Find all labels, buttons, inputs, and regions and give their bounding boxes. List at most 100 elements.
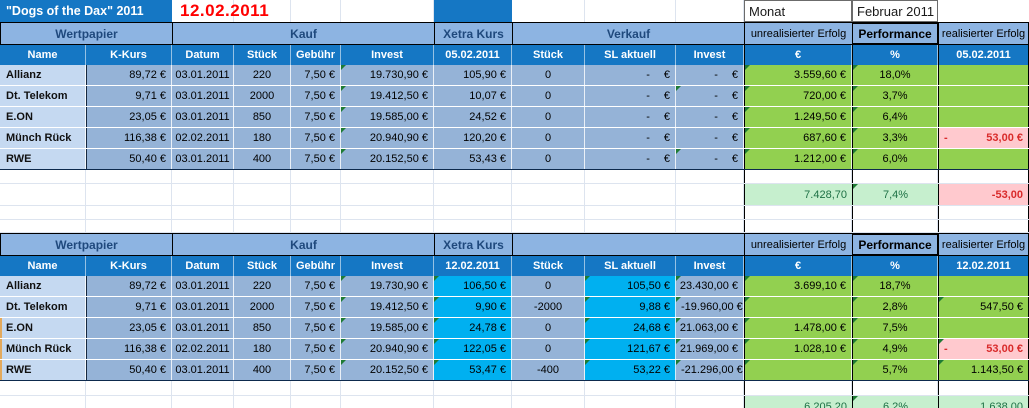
empty-cell[interactable] [744, 206, 852, 219]
empty-cell[interactable] [341, 381, 434, 395]
empty-cell[interactable] [0, 396, 86, 408]
cell[interactable]: 03.01.2011 [172, 107, 234, 127]
cell[interactable]: 105,90 € [434, 65, 512, 85]
cell[interactable]: 53,47 € [434, 360, 512, 380]
cell[interactable]: 122,05 € [434, 339, 512, 359]
empty-cell[interactable] [234, 381, 291, 395]
empty-cell[interactable] [172, 170, 234, 183]
empty-cell[interactable] [938, 170, 1029, 183]
empty-cell[interactable] [234, 0, 291, 22]
cell[interactable]: 19.585,00 € [341, 107, 434, 127]
cell[interactable]: Allianz [0, 276, 86, 296]
cell[interactable]: 7,50 € [291, 339, 341, 359]
cell[interactable]: 03.01.2011 [172, 360, 234, 380]
cell[interactable]: 23,05 € [86, 318, 172, 338]
empty-cell[interactable] [291, 396, 341, 408]
empty-cell[interactable] [676, 170, 744, 183]
empty-cell[interactable] [744, 381, 852, 395]
empty-cell[interactable] [0, 170, 86, 183]
cell[interactable]: -21.296,00 € [676, 360, 744, 380]
empty-cell[interactable] [86, 206, 172, 219]
empty-cell[interactable] [234, 184, 291, 205]
cell[interactable]: 1.478,00 € [744, 318, 852, 338]
cell[interactable]: RWE [0, 149, 86, 169]
cell[interactable] [744, 360, 852, 380]
cell[interactable]: 2000 [234, 297, 291, 317]
cell[interactable]: 1.143,50 € [938, 360, 1029, 380]
monat-value-cell[interactable]: Februar 2011 [852, 0, 938, 22]
cell[interactable]: 2,8% [852, 297, 938, 317]
cell[interactable]: Münch Rück [0, 128, 86, 148]
cell[interactable]: 9,88 € [585, 297, 676, 317]
total-unrealisiert-cell[interactable]: 7.428,70 [744, 184, 852, 205]
empty-cell[interactable] [585, 170, 676, 183]
cell[interactable]: 23,05 € [86, 107, 172, 127]
cell[interactable]: 0 [512, 86, 585, 106]
cell[interactable]: - € [676, 128, 744, 148]
empty-cell[interactable] [291, 184, 341, 205]
cell[interactable]: 03.01.2011 [172, 149, 234, 169]
empty-cell[interactable] [434, 220, 512, 232]
cell[interactable] [938, 65, 1029, 85]
cell[interactable]: 23.430,00 € [676, 276, 744, 296]
empty-cell[interactable] [852, 170, 938, 183]
cell[interactable]: 24,68 € [585, 318, 676, 338]
total-realisiert-cell[interactable]: -53,00 [938, 184, 1029, 205]
cell[interactable]: -2000 [512, 297, 585, 317]
cell[interactable]: - € [676, 107, 744, 127]
empty-cell[interactable] [86, 184, 172, 205]
empty-cell[interactable] [341, 184, 434, 205]
cell[interactable]: 0 [512, 318, 585, 338]
cell[interactable]: 53,43 € [434, 149, 512, 169]
empty-cell[interactable] [744, 220, 852, 232]
empty-cell[interactable] [676, 381, 744, 395]
cell[interactable]: 0 [512, 128, 585, 148]
empty-cell[interactable] [86, 220, 172, 232]
empty-cell[interactable] [676, 0, 744, 22]
empty-cell[interactable] [676, 206, 744, 219]
cell[interactable]: 03.01.2011 [172, 65, 234, 85]
cell[interactable]: 50,40 € [86, 360, 172, 380]
cell[interactable] [938, 276, 1029, 296]
cell[interactable]: 9,71 € [86, 86, 172, 106]
empty-cell[interactable] [585, 184, 676, 205]
empty-cell[interactable] [938, 381, 1029, 395]
cell[interactable]: 02.02.2011 [172, 128, 234, 148]
cell[interactable] [938, 149, 1029, 169]
empty-cell[interactable] [585, 206, 676, 219]
cell[interactable]: E.ON [0, 107, 86, 127]
cell[interactable]: 02.02.2011 [172, 339, 234, 359]
cell[interactable]: 03.01.2011 [172, 276, 234, 296]
cell[interactable]: 19.585,00 € [341, 318, 434, 338]
empty-cell[interactable] [512, 220, 585, 232]
cell[interactable]: 180 [234, 128, 291, 148]
cell[interactable]: 1.249,50 € [744, 107, 852, 127]
cell[interactable]: 03.01.2011 [172, 318, 234, 338]
cell[interactable]: 7,50 € [291, 128, 341, 148]
total-unrealisiert-cell[interactable]: 6.205,20 [744, 396, 852, 408]
cell[interactable]: - 53,00 € [938, 339, 1029, 359]
empty-cell[interactable] [434, 396, 512, 408]
cell[interactable]: 7,50 € [291, 297, 341, 317]
empty-cell[interactable] [676, 396, 744, 408]
cell[interactable]: 547,50 € [938, 297, 1029, 317]
empty-cell[interactable] [0, 206, 86, 219]
empty-cell[interactable] [512, 0, 585, 22]
cell[interactable]: 720,00 € [744, 86, 852, 106]
empty-cell[interactable] [234, 220, 291, 232]
cell[interactable]: 850 [234, 318, 291, 338]
cell[interactable]: 89,72 € [86, 276, 172, 296]
total-performance-cell[interactable]: 6,2% [852, 396, 938, 408]
cell[interactable]: 1.028,10 € [744, 339, 852, 359]
empty-cell[interactable] [234, 206, 291, 219]
cell[interactable]: 18,7% [852, 276, 938, 296]
cell[interactable]: - 53,00 € [938, 128, 1029, 148]
cell[interactable]: 03.01.2011 [172, 86, 234, 106]
cell[interactable]: - € [676, 149, 744, 169]
empty-cell[interactable] [585, 220, 676, 232]
empty-cell[interactable] [0, 184, 86, 205]
empty-cell[interactable] [434, 206, 512, 219]
cell[interactable]: 7,50 € [291, 360, 341, 380]
cell[interactable]: 89,72 € [86, 65, 172, 85]
empty-cell[interactable] [291, 170, 341, 183]
